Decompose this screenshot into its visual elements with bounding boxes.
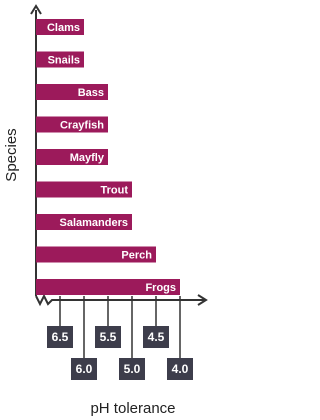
bar bbox=[36, 149, 108, 165]
bar bbox=[36, 84, 108, 100]
bar bbox=[36, 279, 180, 295]
bar bbox=[36, 181, 132, 198]
y-axis-title: Species bbox=[3, 128, 20, 181]
x-tick-label: 6.0 bbox=[76, 362, 93, 376]
x-axis-arrow bbox=[197, 294, 208, 306]
bar bbox=[36, 116, 108, 133]
x-tick-label: 4.5 bbox=[148, 330, 165, 344]
bar-label: Frogs bbox=[145, 282, 176, 294]
x-tick-label: 5.0 bbox=[124, 362, 141, 376]
bar-label: Salamanders bbox=[60, 217, 128, 229]
bar bbox=[36, 246, 156, 263]
chart: Species pH tolerance 6.5 6.0 5.5 5.0 4.5 4.0 C… bbox=[3, 4, 208, 417]
tick-box bbox=[71, 358, 97, 380]
tick-box bbox=[119, 358, 145, 380]
bar-label: Clams bbox=[47, 22, 80, 34]
bar bbox=[36, 214, 132, 230]
x-tick-label: 6.5 bbox=[52, 330, 69, 344]
x-axis-title: pH tolerance bbox=[90, 400, 175, 417]
tick-box bbox=[47, 326, 73, 348]
bar-label: Crayfish bbox=[60, 119, 104, 131]
x-tick-label: 4.0 bbox=[172, 362, 189, 376]
y-axis-arrow bbox=[30, 4, 42, 15]
bar-label: Snails bbox=[48, 54, 80, 66]
tick-box bbox=[143, 326, 169, 348]
bar-label: Trout bbox=[101, 184, 129, 196]
bar-label: Bass bbox=[78, 87, 104, 99]
tick-box bbox=[95, 326, 121, 348]
bar bbox=[36, 51, 84, 68]
tick-box bbox=[167, 358, 193, 380]
x-axis bbox=[35, 293, 204, 307]
bar bbox=[36, 19, 84, 35]
bar-label: Mayfly bbox=[70, 152, 105, 164]
x-tick-label: 5.5 bbox=[100, 330, 117, 344]
bar-label: Perch bbox=[121, 249, 152, 261]
